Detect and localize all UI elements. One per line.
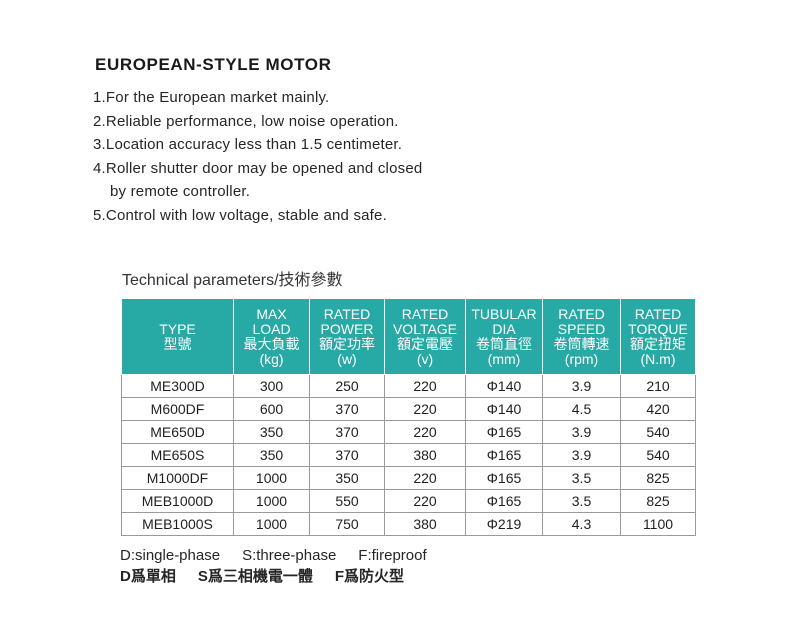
- header-rated-power: RATED POWER 額定功率 (w): [309, 298, 385, 375]
- cell-max-load: 350: [233, 420, 310, 444]
- cell-rated-torque: 1100: [620, 512, 696, 536]
- cell-rated-speed: 4.3: [542, 512, 621, 536]
- technical-parameters-table: TYPE 型號 MAX LOAD 最大負載 (kg) RATED POWER 額定功率 (w)…: [121, 298, 696, 536]
- page-title: EUROPEAN-STYLE MOTOR: [95, 55, 332, 74]
- cell-rated-power: 370: [309, 397, 385, 421]
- legend-item: S:three-phase: [242, 547, 337, 564]
- cell-type: MEB1000S: [121, 512, 234, 536]
- cell-type: ME650S: [121, 443, 234, 467]
- table-row: MEB1000S 1000 750 380 Φ219 4.3 1100: [121, 512, 696, 536]
- cell-tubular-dia: Φ219: [465, 512, 543, 536]
- feature-item: 4.Roller shutter door may be opened and …: [93, 157, 422, 204]
- cell-rated-power: 370: [309, 420, 385, 444]
- header-tubular-dia: TUBULAR DIA 卷筒直徑 (mm): [465, 298, 543, 375]
- cell-tubular-dia: Φ140: [465, 374, 543, 398]
- table-row: M600DF 600 370 220 Φ140 4.5 420: [121, 397, 696, 421]
- feature-item: 2.Reliable performance, low noise operat…: [93, 110, 422, 134]
- table-row: ME650D 350 370 220 Φ165 3.9 540: [121, 420, 696, 444]
- cell-type: ME300D: [121, 374, 234, 398]
- legend-item: S爲三相機電一體: [197, 568, 313, 585]
- cell-tubular-dia: Φ165: [465, 420, 543, 444]
- cell-tubular-dia: Φ165: [465, 443, 543, 467]
- table-row: ME300D 300 250 220 Φ140 3.9 210: [121, 374, 696, 398]
- cell-rated-speed: 3.5: [542, 489, 621, 513]
- feature-text: 5.Control with low voltage, stable and s…: [93, 206, 387, 224]
- feature-list: 1.For the European market mainly. 2.Reli…: [93, 86, 422, 227]
- legend: D:single-phase S:three-phase F:fireproof D…: [120, 545, 449, 587]
- legend-chinese: D爲單相 S爲三相機電一體 F爲防火型: [120, 566, 449, 587]
- legend-item: F爲防火型: [334, 568, 405, 585]
- cell-rated-power: 350: [309, 466, 385, 490]
- table-row: MEB1000D 1000 550 220 Φ165 3.5 825: [121, 489, 696, 513]
- cell-rated-torque: 420: [620, 397, 696, 421]
- cell-max-load: 300: [233, 374, 310, 398]
- cell-rated-power: 250: [309, 374, 385, 398]
- cell-rated-power: 750: [309, 512, 385, 536]
- cell-tubular-dia: Φ140: [465, 397, 543, 421]
- cell-rated-torque: 825: [620, 466, 696, 490]
- cell-rated-voltage: 220: [384, 489, 466, 513]
- feature-text: 3.Location accuracy less than 1.5 centim…: [93, 136, 403, 153]
- cell-rated-power: 550: [309, 489, 385, 513]
- cell-rated-voltage: 220: [384, 374, 466, 398]
- header-rated-speed: RATED SPEED 卷筒轉速 (rpm): [542, 298, 621, 375]
- legend-english: D:single-phase S:three-phase F:fireproof: [120, 545, 449, 566]
- cell-tubular-dia: Φ165: [465, 466, 543, 490]
- table-header-row: TYPE 型號 MAX LOAD 最大負載 (kg) RATED POWER 額定功率 (w)…: [121, 298, 696, 375]
- feature-continuation: by remote controller.: [110, 183, 251, 200]
- header-max-load: MAX LOAD 最大負載 (kg): [233, 298, 310, 375]
- cell-type: M600DF: [121, 397, 234, 421]
- cell-rated-torque: 825: [620, 489, 696, 513]
- header-rated-torque: RATED TORQUE 額定扭矩 (N.m): [620, 298, 696, 375]
- cell-rated-speed: 4.5: [542, 397, 621, 421]
- header-type: TYPE 型號: [121, 298, 234, 375]
- cell-rated-torque: 540: [620, 443, 696, 467]
- feature-text: 2.Reliable performance, low noise operat…: [93, 112, 399, 130]
- cell-max-load: 600: [233, 397, 310, 421]
- technical-parameters-title: Technical parameters/技術參數: [122, 272, 343, 289]
- cell-rated-torque: 540: [620, 420, 696, 444]
- cell-max-load: 1000: [233, 466, 310, 490]
- cell-max-load: 1000: [233, 489, 310, 513]
- legend-item: F:fireproof: [358, 547, 427, 564]
- cell-rated-voltage: 220: [384, 397, 466, 421]
- cell-rated-speed: 3.9: [542, 374, 621, 398]
- cell-max-load: 350: [233, 443, 310, 467]
- cell-rated-torque: 210: [620, 374, 696, 398]
- table-row: M1000DF 1000 350 220 Φ165 3.5 825: [121, 466, 696, 490]
- cell-rated-voltage: 220: [384, 420, 466, 444]
- legend-item: D:single-phase: [120, 547, 221, 564]
- cell-rated-voltage: 380: [384, 443, 466, 467]
- feature-text: 1.For the European market mainly.: [93, 89, 330, 106]
- feature-item: 3.Location accuracy less than 1.5 centim…: [93, 133, 422, 157]
- header-rated-voltage: RATED VOLTAGE 額定電壓 (v): [384, 298, 466, 375]
- cell-type: MEB1000D: [121, 489, 234, 513]
- cell-rated-speed: 3.9: [542, 443, 621, 467]
- table-row: ME650S 350 370 380 Φ165 3.9 540: [121, 443, 696, 467]
- cell-rated-power: 370: [309, 443, 385, 467]
- legend-item: D爲單相: [120, 568, 176, 585]
- cell-type: ME650D: [121, 420, 234, 444]
- cell-rated-speed: 3.5: [542, 466, 621, 490]
- cell-rated-speed: 3.9: [542, 420, 621, 444]
- feature-item: 5.Control with low voltage, stable and s…: [93, 204, 422, 228]
- feature-text: 4.Roller shutter door may be opened and …: [93, 159, 423, 177]
- cell-rated-voltage: 380: [384, 512, 466, 536]
- feature-item: 1.For the European market mainly.: [93, 86, 422, 110]
- cell-type: M1000DF: [121, 466, 234, 490]
- cell-rated-voltage: 220: [384, 466, 466, 490]
- cell-max-load: 1000: [233, 512, 310, 536]
- cell-tubular-dia: Φ165: [465, 489, 543, 513]
